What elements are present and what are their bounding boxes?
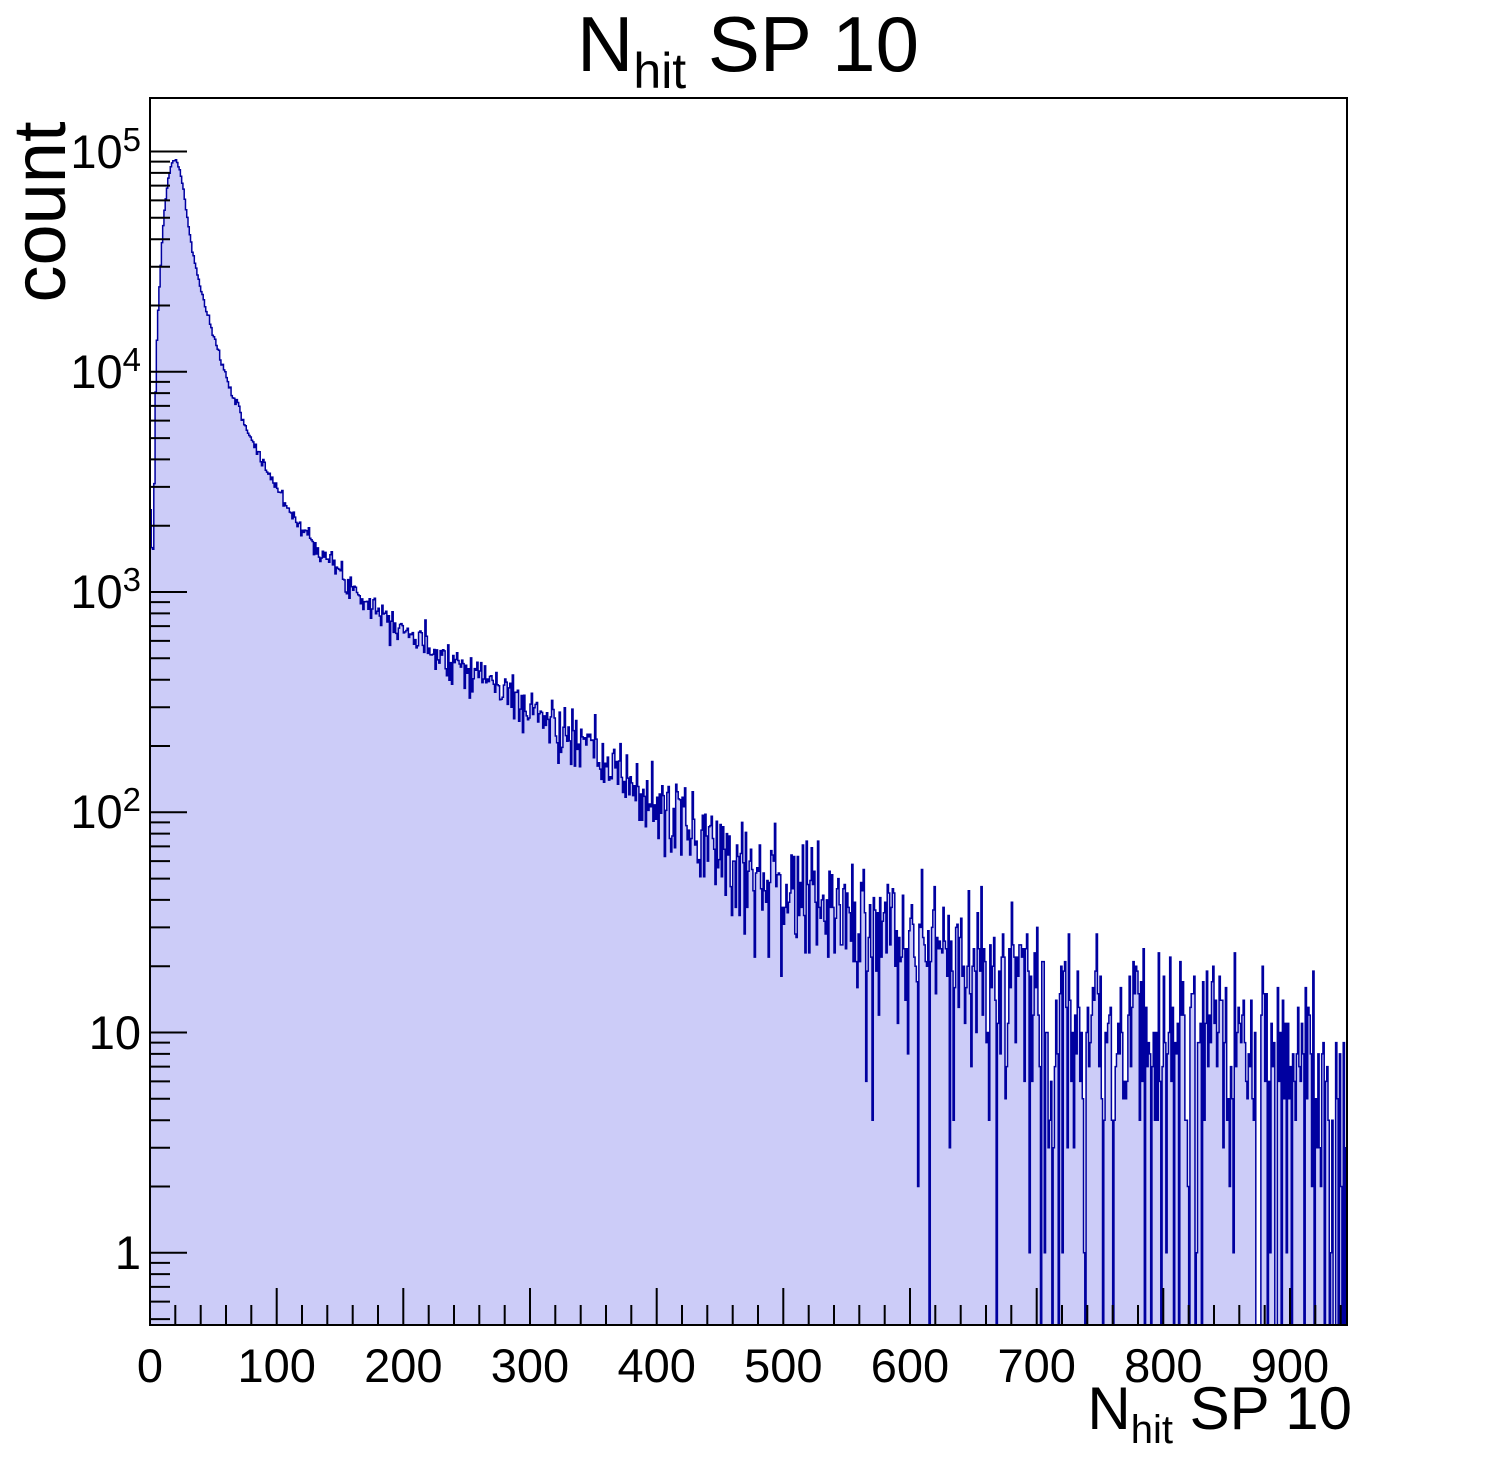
x-axis-title: Nhit SP 10 [1087,1374,1352,1452]
x-axis-title-main: N [1087,1375,1131,1442]
y-tick-exponent: 4 [122,340,141,378]
x-tick-label: 500 [744,1339,823,1392]
x-axis-title-rest: SP 10 [1172,1375,1352,1442]
x-tick-label: 0 [136,1339,164,1392]
y-tick-label: 10 [88,1005,141,1059]
plot-frame [149,97,1348,1326]
histogram-outline [149,158,1348,1326]
x-tick-label: 700 [997,1339,1076,1392]
chart-title-main: N [577,0,634,88]
y-tick-label: 104 [70,340,141,398]
chart-title-subscript: hit [633,43,687,99]
x-tick-label: 900 [1250,1339,1330,1392]
x-tick-label: 400 [617,1339,696,1392]
x-tick-label: 200 [364,1339,443,1392]
y-tick-label: 103 [70,561,141,619]
x-tick-label: 800 [1124,1339,1203,1392]
y-tick-label: 105 [70,120,141,178]
x-tick-label: 100 [237,1339,316,1392]
chart-title-rest: SP 10 [686,0,919,88]
y-tick-label: 1 [114,1225,141,1279]
y-tick-exponent: 5 [122,120,141,158]
axis-ticks [149,150,1342,1325]
x-tick-label: 600 [870,1339,950,1392]
y-tick-exponent: 2 [122,781,141,819]
x-axis-title-subscript: hit [1130,1408,1173,1452]
chart-title: Nhit SP 10 [577,0,919,104]
y-tick-label: 102 [70,781,141,839]
x-tick-label: 300 [490,1339,570,1392]
y-tick-exponent: 3 [122,561,141,599]
y-axis-title: count [0,121,81,303]
